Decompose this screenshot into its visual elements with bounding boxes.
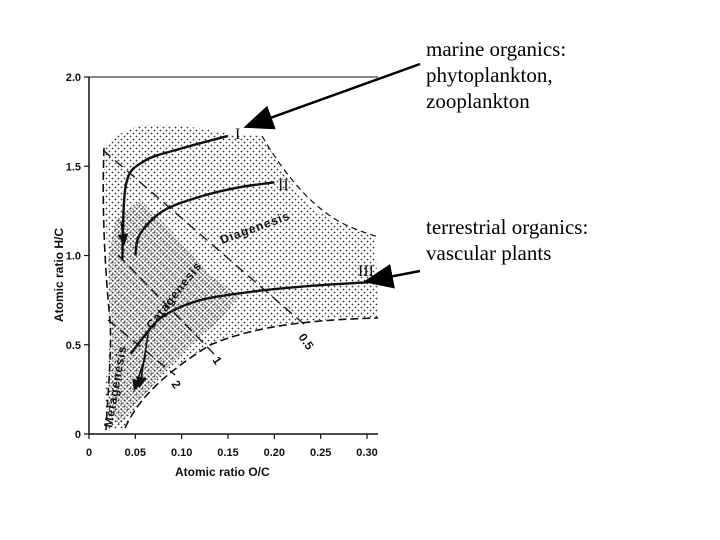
series-line-type-1: [121, 134, 229, 260]
annotation-marine-line-3: zooplankton: [426, 89, 530, 113]
isoline-label-05: 0.5: [296, 331, 317, 353]
isoline-2: [107, 319, 176, 376]
right-boundary: [261, 135, 379, 238]
x-tick-label: 0: [86, 447, 92, 459]
annotation-terrestrial-line-1: terrestrial organics:: [426, 215, 589, 239]
x-tick-label: 0.25: [310, 447, 331, 459]
isoline-1: [117, 254, 216, 356]
isoline-05: [102, 149, 306, 326]
y-tick-label: 0.5: [66, 340, 81, 352]
series-layer: [121, 134, 368, 355]
series-label-iii: III: [358, 263, 374, 280]
series-line-type-3: [129, 281, 368, 355]
arrow-to-type-i: [243, 62, 421, 130]
arrow-type-iii-end: [132, 354, 147, 392]
x-tick-label: 0.10: [171, 447, 192, 459]
y-axis-label: Atomic ratio H/C: [52, 228, 66, 322]
annotation-marine-line-1: marine organics:: [426, 37, 567, 61]
lower-boundary: [124, 317, 379, 429]
arrow-type-i-end: [117, 221, 129, 246]
x-axis-label: Atomic ratio O/C: [175, 465, 270, 479]
isoline-label-1: 1: [210, 354, 225, 368]
series-label-i: I: [235, 126, 240, 143]
upper-boundary: [102, 147, 112, 431]
x-tick-label: 0.15: [217, 447, 238, 459]
y-tick-label: 1.0: [66, 251, 81, 263]
annotation-marine-line-2: phytoplankton,: [426, 63, 553, 87]
x-tick-label: 0.05: [125, 447, 146, 459]
annotation-terrestrial: terrestrial organics: vascular plants: [426, 214, 588, 266]
annotation-terrestrial-line-2: vascular plants: [426, 241, 552, 265]
y-tick-label: 2.0: [66, 72, 81, 84]
x-tick-label: 0.30: [356, 447, 377, 459]
y-tick-label: 0: [75, 429, 81, 441]
arrow-to-type-iii: [363, 264, 421, 289]
ticks-layer: 0 0.05 0.10 0.15 0.20 0.25 0.30 0 0.5 1.0 1.5 2.0: [66, 72, 378, 459]
x-tick-label: 0.20: [264, 447, 285, 459]
y-tick-label: 1.5: [66, 161, 81, 173]
series-label-ii: II: [278, 177, 289, 194]
annotation-marine: marine organics: phytoplankton, zooplank…: [426, 36, 566, 114]
isoline-label-2: 2: [169, 378, 184, 392]
series-line-type-2: [134, 181, 275, 256]
